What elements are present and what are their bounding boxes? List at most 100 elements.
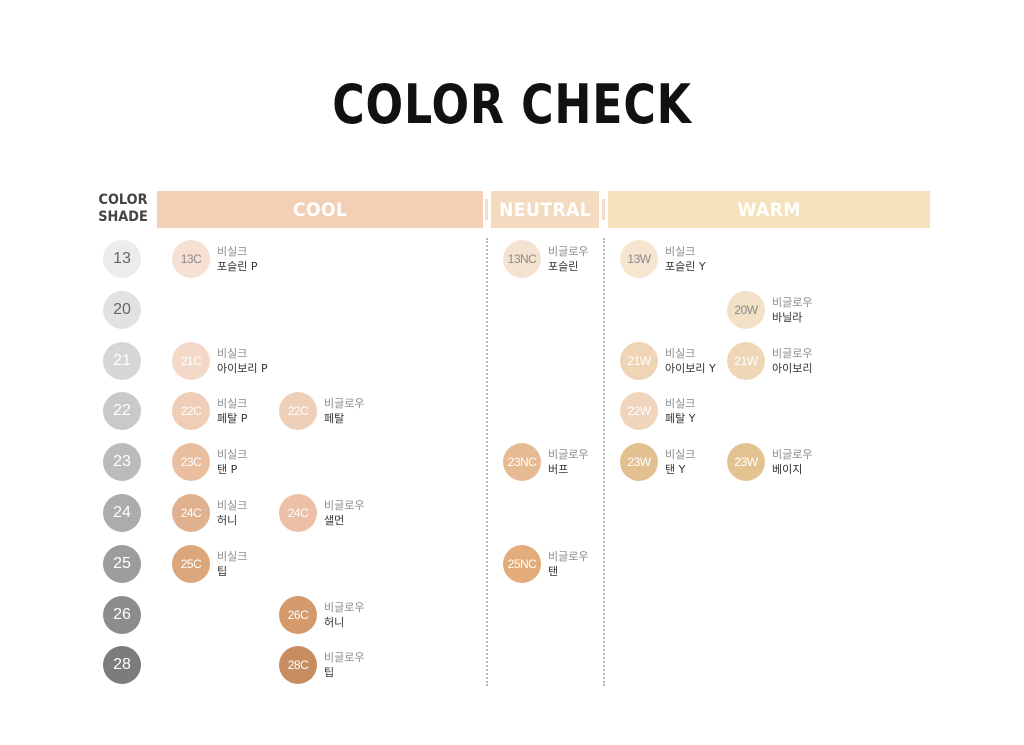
swatch-code: 22C	[287, 404, 309, 419]
swatch-brand: 비실크	[217, 499, 248, 512]
category-band-cool: COOL	[157, 191, 483, 228]
swatch-brand: 비실크	[665, 245, 696, 258]
swatch-label: 비실크 팁	[217, 549, 247, 579]
swatch-color-dot: 21W	[727, 341, 765, 380]
color-shade-header: COLOR SHADE	[94, 192, 151, 226]
swatch-label: 비글로우 아이보리	[772, 346, 812, 376]
shade-level-22: 22	[103, 392, 141, 431]
swatch-color-dot: 22W	[620, 392, 658, 431]
swatch-brand: 비실크	[665, 448, 696, 462]
swatch-label: 비실크 페탈 P	[217, 396, 247, 426]
swatch-brand: 비실크	[217, 549, 248, 563]
swatch-color-dot: 22C	[279, 392, 317, 431]
swatch-code: 22C	[180, 404, 202, 419]
shade-swatch-23nc: 23NC 비글로우 버프	[503, 443, 588, 482]
swatch-color-dot: 21C	[172, 341, 210, 380]
shade-swatch-28c: 28C 비글로우 팁	[279, 646, 365, 685]
column-divider-neutral-warm	[603, 238, 605, 686]
swatch-name: 페탈 Y	[665, 412, 696, 426]
swatch-code: 25NC	[507, 556, 537, 571]
shade-swatch-22c: 22C 비실크 페탈 P	[172, 392, 247, 431]
swatch-color-dot: 23C	[172, 443, 210, 482]
swatch-color-dot: 13NC	[503, 240, 541, 278]
swatch-name: 페탈	[324, 412, 345, 426]
swatch-label: 비글로우 페탈	[324, 396, 364, 426]
swatch-brand: 비실크	[217, 397, 248, 411]
column-divider-cool-neutral	[486, 238, 488, 686]
swatch-label: 비글로우 포슬린	[548, 244, 588, 274]
swatch-label: 비실크 페탈 Y	[665, 396, 695, 426]
swatch-brand: 비글로우	[772, 295, 813, 309]
swatch-brand: 비글로우	[548, 245, 589, 258]
swatch-label: 비실크 아이보리 P	[217, 346, 268, 376]
shade-level-20: 20	[103, 290, 141, 329]
shade-level-21: 21	[103, 341, 141, 380]
swatch-name: 아이보리	[772, 361, 813, 375]
swatch-code: 21C	[180, 353, 202, 368]
swatch-label: 비실크 아이보리 Y	[665, 346, 716, 376]
shade-swatch-21c: 21C 비실크 아이보리 P	[172, 341, 268, 380]
swatch-name: 버프	[548, 463, 569, 477]
category-band-warm: WARM	[608, 191, 930, 228]
swatch-color-dot: 24C	[172, 494, 210, 532]
shade-swatch-20w: 20W 비글로우 바닐라	[727, 290, 812, 329]
shade-swatch-21w: 21W 비실크 아이보리 Y	[620, 341, 716, 380]
swatch-label: 비글로우 베이지	[772, 447, 812, 477]
color-shade-header-line2: SHADE	[98, 209, 148, 225]
swatch-name: 아이보리 Y	[665, 361, 716, 375]
swatch-name: 팁	[217, 564, 228, 578]
swatch-color-dot: 23NC	[503, 443, 541, 482]
swatch-brand: 비글로우	[324, 651, 365, 665]
shade-swatch-23w: 23W 비실크 탠 Y	[620, 443, 696, 482]
swatch-code: 24C	[180, 506, 202, 520]
shade-swatch-26c: 26C 비글로우 허니	[279, 595, 364, 634]
swatch-color-dot: 26C	[279, 595, 317, 634]
swatch-name: 탠 P	[217, 463, 238, 477]
swatch-code: 21W	[734, 353, 758, 368]
swatch-label: 비글로우 바닐라	[772, 295, 812, 325]
shade-level-23: 23	[103, 443, 141, 482]
swatch-brand: 비글로우	[324, 397, 365, 411]
swatch-code: 22W	[627, 404, 651, 419]
shade-swatch-13w: 13W 비실크 포슬린 Y	[620, 240, 706, 278]
swatch-code: 23C	[180, 455, 202, 470]
swatch-code: 21W	[627, 353, 651, 368]
swatch-name: 아이보리 P	[217, 361, 268, 375]
swatch-code: 25C	[180, 556, 202, 571]
swatch-code: 23NC	[507, 455, 537, 470]
swatch-color-dot: 21W	[620, 341, 658, 380]
shade-swatch-25c: 25C 비실크 팁	[172, 544, 247, 583]
swatch-color-dot: 24C	[279, 494, 317, 532]
band-separator	[602, 199, 605, 220]
swatch-brand: 비실크	[665, 346, 696, 360]
swatch-name: 허니	[324, 615, 345, 629]
shade-level-13: 13	[103, 240, 141, 278]
swatch-name: 페탈 P	[217, 412, 248, 426]
swatch-brand: 비글로우	[772, 448, 813, 462]
shade-level-28: 28	[103, 646, 141, 685]
swatch-color-dot: 13C	[172, 240, 210, 278]
category-label-neutral: NEUTRAL	[499, 198, 591, 221]
swatch-color-dot: 22C	[172, 392, 210, 431]
swatch-label: 비실크 탠 P	[217, 447, 247, 477]
swatch-color-dot: 13W	[620, 240, 658, 278]
swatch-brand: 비글로우	[548, 549, 589, 563]
swatch-code: 24C	[287, 506, 309, 520]
swatch-name: 베이지	[772, 463, 803, 477]
swatch-name: 포슬린 P	[217, 260, 258, 273]
swatch-code: 26C	[287, 607, 309, 622]
shade-swatch-23w: 23W 비글로우 베이지	[727, 443, 812, 482]
swatch-name: 탠 Y	[665, 463, 686, 477]
category-label-warm: WARM	[737, 198, 801, 221]
page-title: COLOR CHECK	[332, 73, 692, 136]
swatch-color-dot: 23W	[620, 443, 658, 482]
swatch-code: 13W	[627, 252, 651, 266]
swatch-label: 비실크 허니	[217, 498, 247, 528]
swatch-label: 비글로우 허니	[324, 600, 364, 630]
swatch-brand: 비글로우	[324, 600, 365, 614]
swatch-color-dot: 23W	[727, 443, 765, 482]
swatch-brand: 비글로우	[324, 499, 365, 512]
swatch-brand: 비실크	[217, 245, 248, 258]
swatch-name: 바닐라	[772, 310, 803, 324]
